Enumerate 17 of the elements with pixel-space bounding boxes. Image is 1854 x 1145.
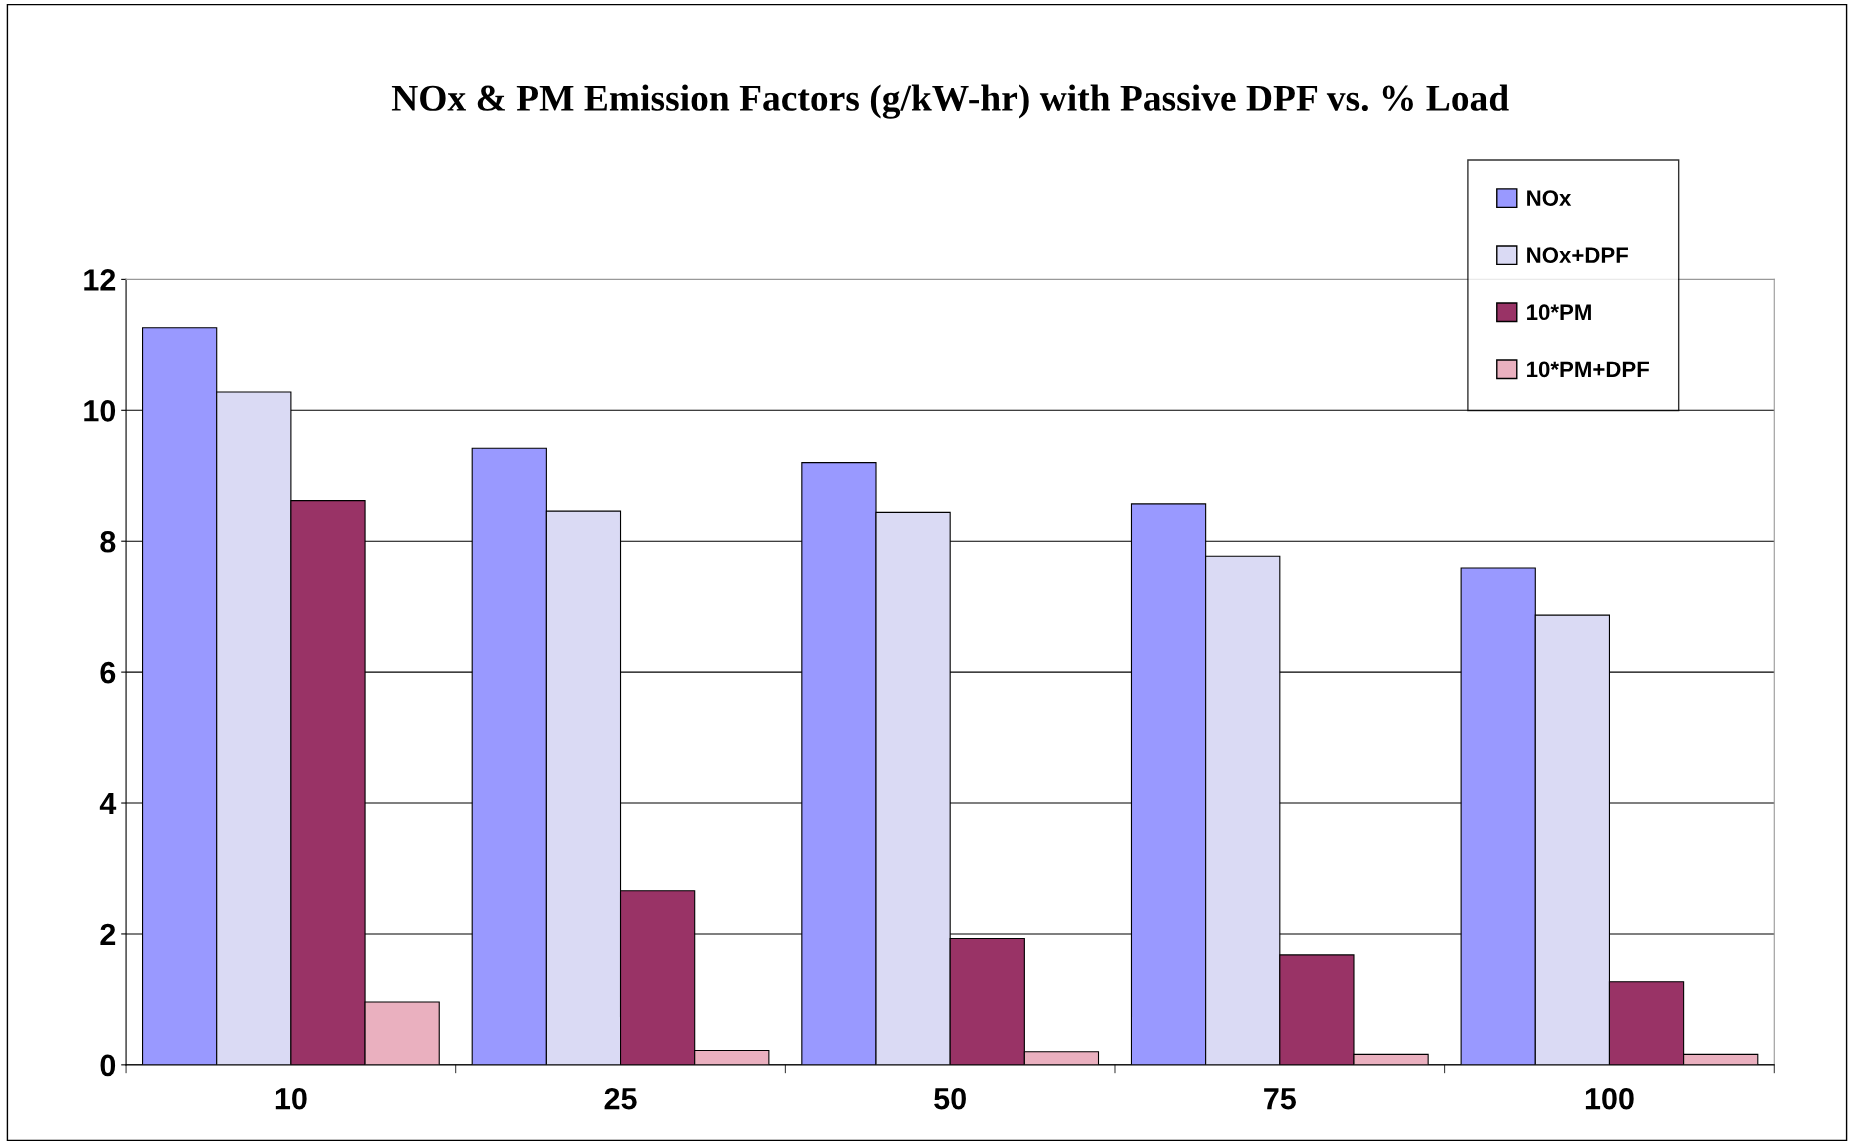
y-tick-label: 12 [84, 269, 116, 291]
y-tick-label: 0 [100, 1054, 116, 1077]
y-tick-label: 6 [100, 661, 116, 684]
chart-title: NOx & PM Emission Factors (g/kW-hr) with Passive DPF vs. % Load [391, 84, 1509, 119]
legend-label: 10*PM+DPF [1527, 361, 1649, 378]
x-tick-label: 10 [275, 1087, 307, 1110]
x-tick-label: 50 [934, 1087, 966, 1110]
y-tick-label: 4 [99, 793, 117, 815]
x-tick-label: 25 [604, 1087, 637, 1110]
x-tick-label: 100 [1585, 1087, 1634, 1110]
x-tick-label: 75 [1264, 1088, 1296, 1110]
legend-label: NOx [1527, 190, 1572, 206]
y-tick-label: 8 [100, 530, 116, 553]
y-tick-label: 10 [84, 400, 116, 422]
legend-label: NOx+DPF [1527, 247, 1628, 264]
y-tick-label: 2 [100, 923, 116, 946]
legend-label: 10*PM [1527, 304, 1591, 321]
